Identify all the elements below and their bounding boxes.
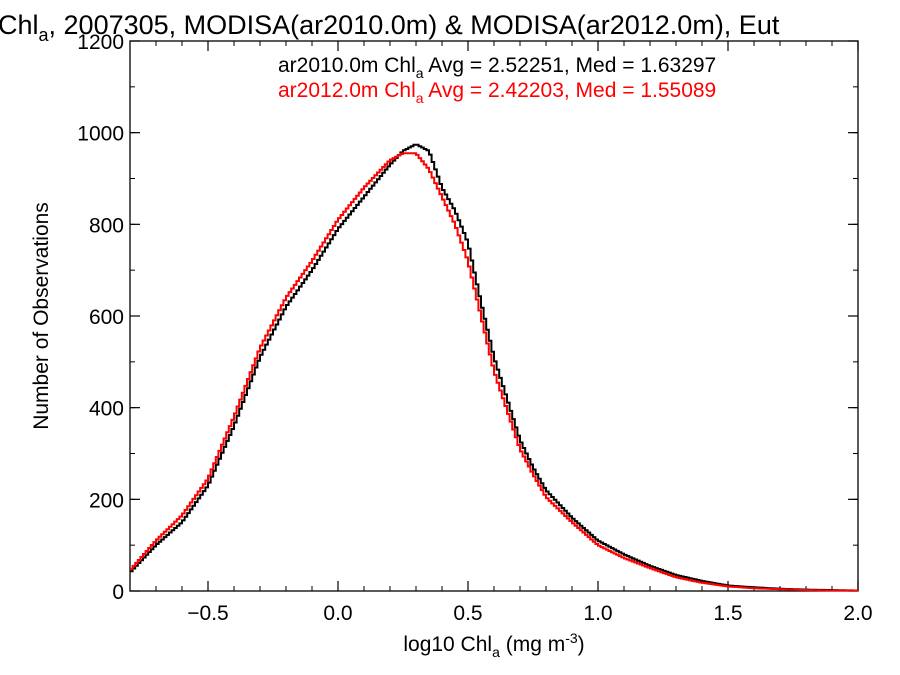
x-tick-label: 0.0 bbox=[323, 602, 352, 625]
x-axis-label-sup: -3 bbox=[565, 630, 578, 646]
annotation-ar2010-pre: ar2010.0m Chl bbox=[278, 54, 416, 77]
title-text-post: , 2007305, MODISA(ar2010.0m) & MODISA(ar… bbox=[49, 10, 780, 40]
annotation-ar2010-sub: a bbox=[416, 65, 424, 81]
x-axis-label-pre: log10 Chl bbox=[403, 633, 492, 656]
plot-frame bbox=[129, 40, 859, 592]
y-tick-label: 800 bbox=[89, 214, 124, 237]
x-tick-label: 2.0 bbox=[843, 602, 872, 625]
annotation-ar2012-pre: ar2012.0m Chl bbox=[278, 79, 416, 102]
x-tick-label: 1.0 bbox=[583, 602, 612, 625]
title-text-sub: a bbox=[39, 25, 50, 45]
x-tick-label: 0.5 bbox=[453, 602, 482, 625]
annotation-ar2012-post: Avg = 2.42203, Med = 1.55089 bbox=[424, 79, 717, 102]
chart-title: Chla, 2007305, MODISA(ar2010.0m) & MODIS… bbox=[0, 10, 780, 45]
series-group bbox=[130, 143, 858, 592]
annotation-ar2012: ar2012.0m Chla Avg = 2.42203, Med = 1.55… bbox=[278, 79, 716, 106]
y-tick-label: 200 bbox=[89, 489, 124, 512]
y-tick-label: 400 bbox=[89, 398, 124, 421]
x-axis-label: log10 Chla (mg m-3) bbox=[403, 630, 584, 660]
x-tick-label: 1.5 bbox=[713, 602, 742, 625]
title-text-pre: Chl bbox=[0, 10, 39, 40]
y-tick-label: 600 bbox=[89, 306, 124, 329]
annotation-ar2010-post: Avg = 2.52251, Med = 1.63297 bbox=[424, 54, 717, 77]
y-tick-label: 0 bbox=[112, 581, 124, 604]
axis-ticks: −0.5 0.0 0.5 1.0 1.5 2.0 0 200 400 600 800 1000 1200 bbox=[77, 31, 872, 625]
series-line-1 bbox=[130, 152, 858, 592]
y-tick-label: 1200 bbox=[77, 31, 124, 54]
x-tick-label: −0.5 bbox=[187, 602, 228, 625]
y-axis-label: Number of Observations bbox=[30, 202, 53, 430]
x-axis-label-sub: a bbox=[492, 644, 500, 660]
annotation-ar2012-sub: a bbox=[416, 90, 424, 106]
x-axis-label-post: ) bbox=[578, 633, 585, 656]
y-tick-label: 1000 bbox=[77, 123, 124, 146]
annotation-ar2010: ar2010.0m Chla Avg = 2.52251, Med = 1.63… bbox=[278, 54, 716, 81]
x-axis-label-mid: (mg m bbox=[500, 633, 565, 656]
